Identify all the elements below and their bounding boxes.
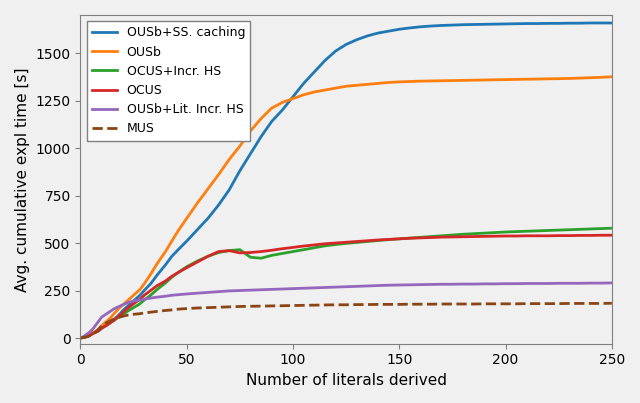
OCUS+Incr. HS [77, 336, 84, 341]
OUSb+Lit. Incr. HS [124, 301, 131, 305]
OUSb+Lit. Incr. HS [77, 336, 84, 341]
OCUS+Incr. HS [460, 232, 467, 237]
MUS [460, 301, 467, 306]
MUS [147, 310, 154, 315]
MUS [608, 301, 616, 305]
MUS [124, 313, 131, 318]
Line: MUS: MUS [81, 303, 612, 338]
OCUS [460, 234, 467, 239]
X-axis label: Number of literals derived: Number of literals derived [246, 373, 447, 388]
OCUS+Incr. HS [124, 309, 131, 314]
OUSb+SS. caching [124, 304, 131, 309]
Line: OCUS+Incr. HS: OCUS+Incr. HS [81, 228, 612, 338]
OUSb [124, 299, 131, 303]
Legend: OUSb+SS. caching, OUSb, OCUS+Incr. HS, OCUS, OUSb+Lit. Incr. HS, MUS: OUSb+SS. caching, OUSb, OCUS+Incr. HS, O… [86, 21, 250, 141]
OCUS [215, 249, 223, 254]
Line: OUSb: OUSb [81, 77, 612, 338]
OUSb+SS. caching [147, 281, 154, 286]
OCUS+Incr. HS [555, 228, 563, 233]
OCUS [77, 336, 84, 341]
OUSb+SS. caching [87, 332, 95, 337]
OUSb [215, 172, 223, 177]
OCUS+Incr. HS [98, 326, 106, 330]
OUSb+SS. caching [587, 21, 595, 25]
OUSb+Lit. Incr. HS [215, 289, 223, 294]
MUS [77, 336, 84, 341]
MUS [555, 301, 563, 306]
OUSb+SS. caching [77, 336, 84, 341]
OCUS+Incr. HS [215, 250, 223, 255]
OUSb [77, 336, 84, 341]
Y-axis label: Avg. cumulative expl time [s]: Avg. cumulative expl time [s] [15, 67, 30, 292]
OCUS [147, 288, 154, 293]
OUSb+Lit. Incr. HS [608, 280, 616, 285]
OUSb+SS. caching [215, 203, 223, 208]
OCUS [608, 233, 616, 238]
OUSb [147, 272, 154, 277]
OUSb+SS. caching [555, 21, 563, 26]
OCUS [124, 306, 131, 311]
OUSb+Lit. Incr. HS [460, 282, 467, 287]
OUSb+SS. caching [460, 22, 467, 27]
MUS [215, 305, 223, 310]
OCUS [555, 233, 563, 238]
OUSb [555, 76, 563, 81]
OCUS+Incr. HS [147, 293, 154, 298]
OUSb+SS. caching [608, 21, 616, 25]
Line: OUSb+SS. caching: OUSb+SS. caching [81, 23, 612, 338]
OUSb+Lit. Incr. HS [147, 296, 154, 301]
OUSb+Lit. Incr. HS [555, 281, 563, 286]
OCUS+Incr. HS [608, 226, 616, 231]
OUSb [98, 323, 106, 328]
OCUS [87, 332, 95, 337]
Line: OUSb+Lit. Incr. HS: OUSb+Lit. Incr. HS [81, 283, 612, 338]
Line: OCUS: OCUS [81, 235, 612, 338]
MUS [98, 323, 106, 328]
OUSb [608, 74, 616, 79]
OCUS [597, 233, 605, 238]
OUSb [460, 78, 467, 83]
OUSb+Lit. Incr. HS [98, 315, 106, 320]
